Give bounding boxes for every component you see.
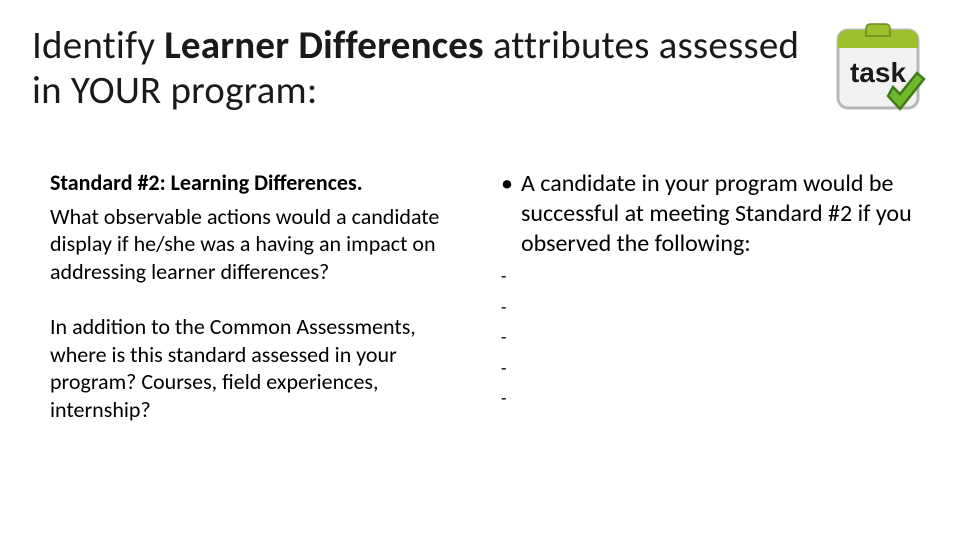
task-icon: task [830, 20, 928, 123]
title-pre: Identify [32, 22, 164, 69]
bullet-text: A candidate in your program would be suc… [521, 169, 918, 259]
dash-item: - [501, 322, 918, 353]
dash-list: - - - - - [495, 261, 918, 414]
left-para-2: In addition to the Common Assessments, w… [50, 313, 473, 423]
right-column: • A candidate in your program would be s… [495, 169, 928, 451]
left-para-1: What observable actions would a candidat… [50, 203, 473, 286]
title-row: Identify Learner Differences attributes … [32, 24, 928, 123]
columns: Standard #2: Learning Differences. What … [32, 169, 928, 451]
task-label: task [850, 57, 906, 88]
task-band-bottom [838, 40, 918, 48]
clip-icon [866, 24, 890, 36]
page-title: Identify Learner Differences attributes … [32, 24, 810, 114]
dash-item: - [501, 292, 918, 323]
bullet-marker: • [495, 169, 513, 259]
title-bold: Learner Differences [164, 22, 484, 69]
dash-item: - [501, 353, 918, 384]
dash-item: - [501, 383, 918, 414]
title-block: Identify Learner Differences attributes … [32, 24, 810, 114]
task-icon-svg: task [830, 20, 928, 118]
left-column: Standard #2: Learning Differences. What … [32, 169, 477, 451]
slide: Identify Learner Differences attributes … [0, 0, 960, 540]
bullet-item: • A candidate in your program would be s… [495, 169, 918, 259]
standard-subhead: Standard #2: Learning Differences. [50, 169, 473, 197]
dash-item: - [501, 261, 918, 292]
